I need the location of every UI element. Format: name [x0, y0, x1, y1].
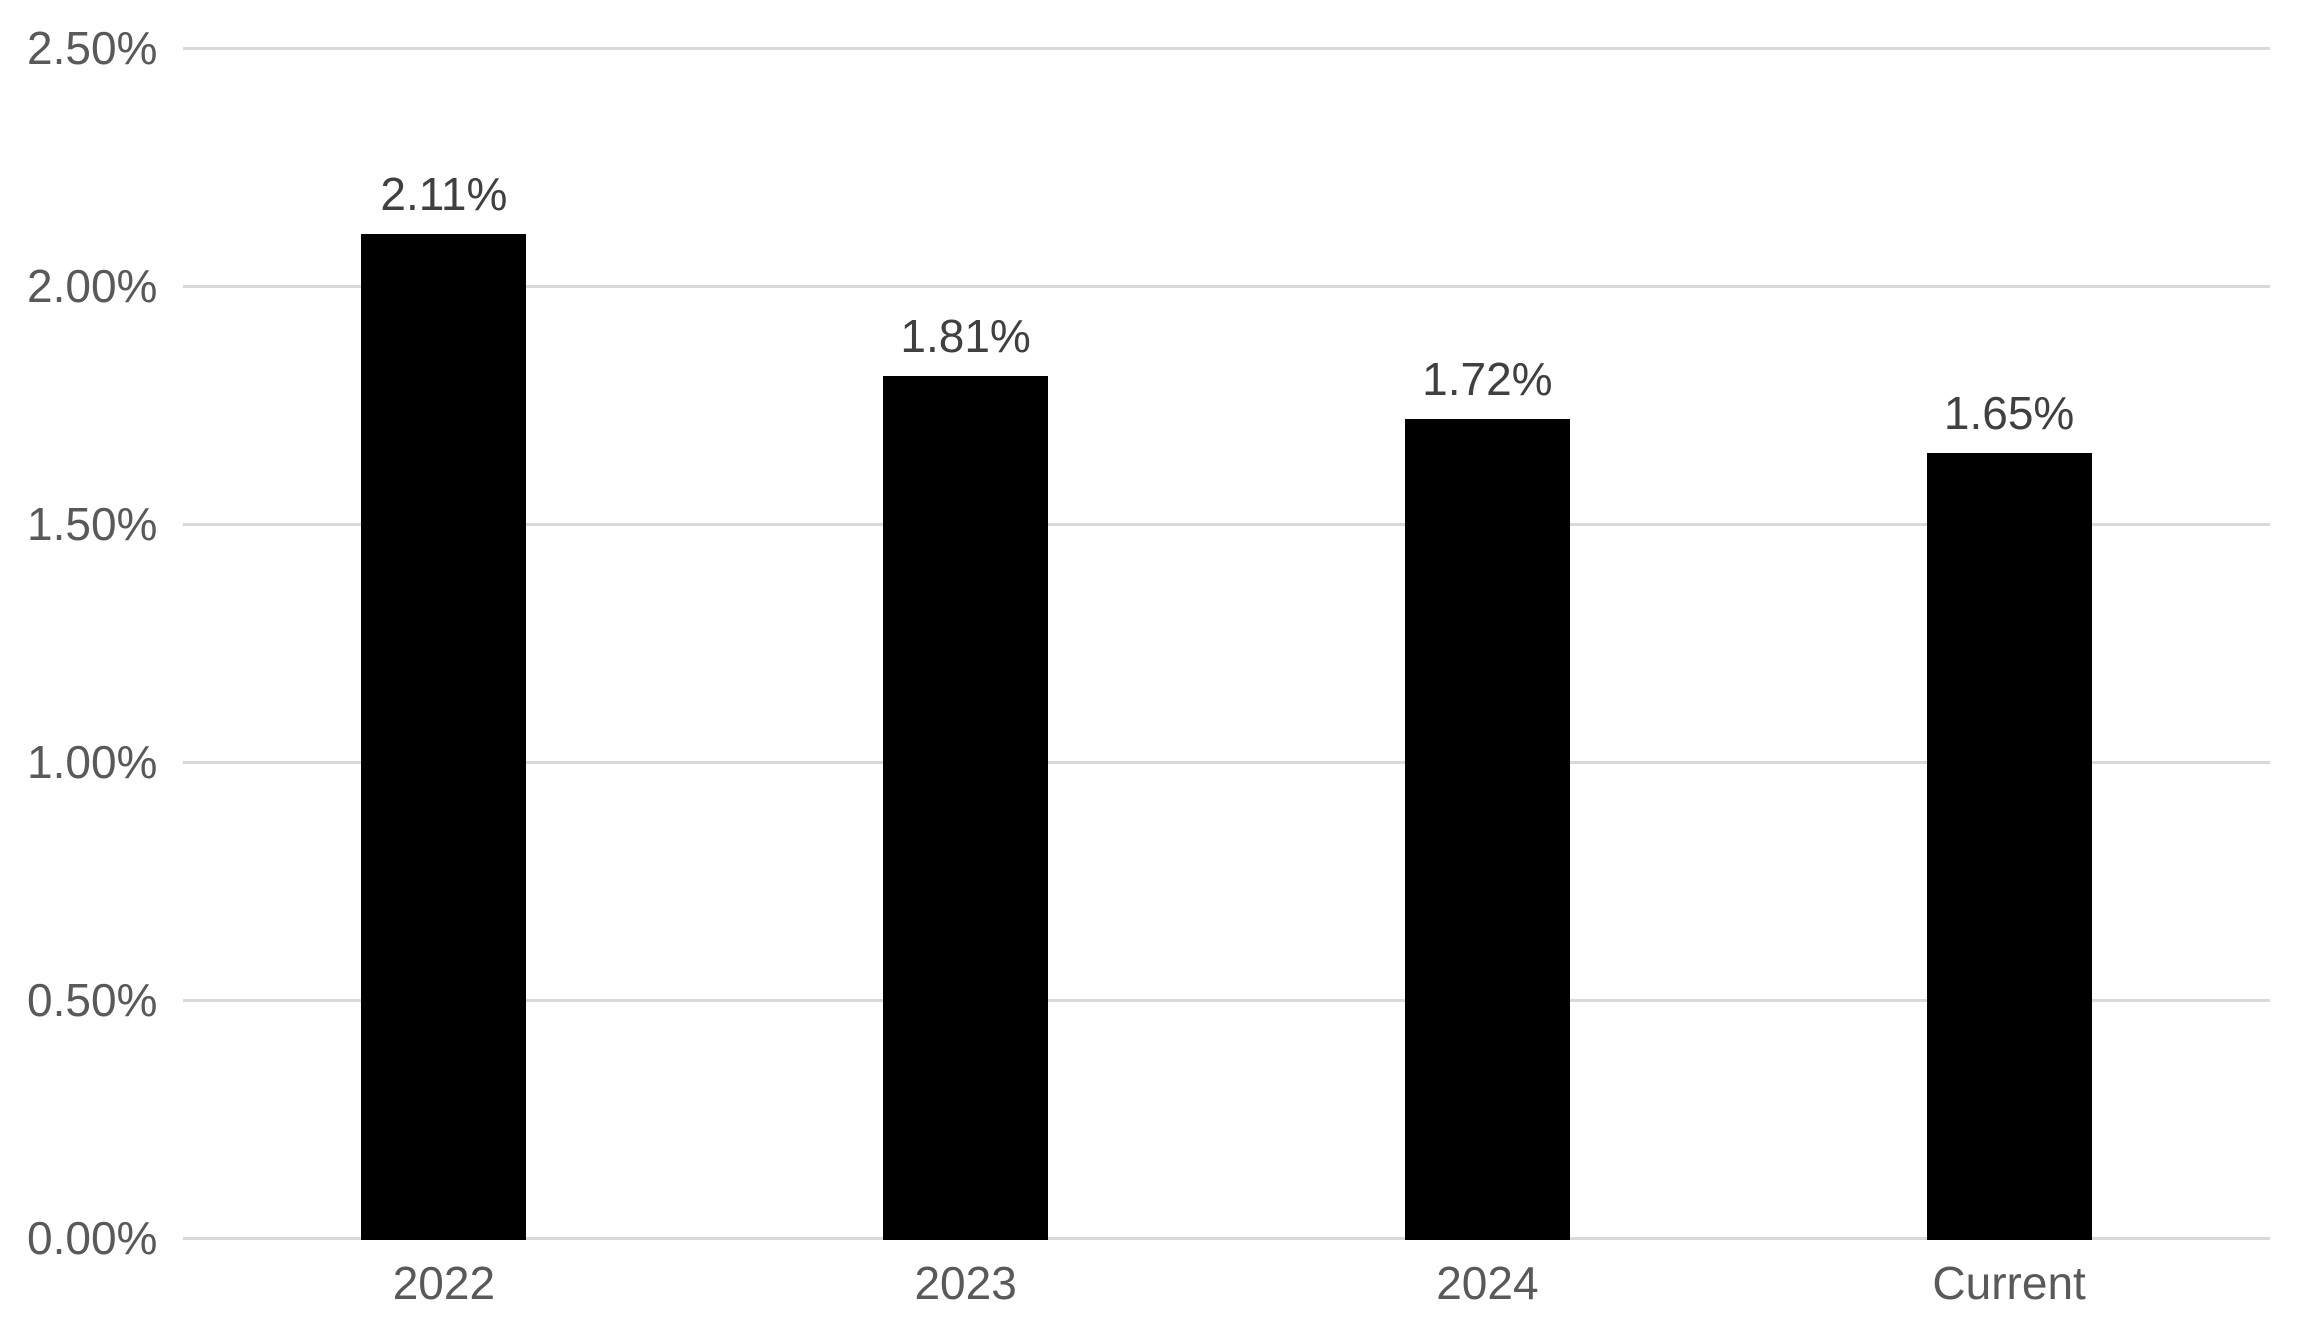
x-axis-tick-label: 2022 — [392, 1257, 496, 1309]
y-axis-tick-label: 2.50% — [27, 22, 158, 74]
gridline — [183, 1236, 2270, 1240]
bar — [883, 376, 1049, 1240]
bar-value-label: 1.72% — [1422, 353, 1553, 406]
y-axis-tick-label: 1.50% — [27, 498, 158, 550]
y-axis-tick-label: 1.00% — [27, 736, 158, 788]
y-axis-tick-label: 0.00% — [27, 1212, 158, 1264]
gridline — [183, 998, 2270, 1002]
x-axis-tick-label: 2024 — [1436, 1257, 1539, 1309]
bar — [361, 233, 527, 1240]
bar — [1926, 452, 2092, 1240]
bar-value-label: 2.11% — [380, 167, 508, 220]
gridline — [183, 522, 2270, 526]
y-axis-tick-label: 2.00% — [27, 260, 158, 312]
gridline — [183, 760, 2270, 764]
y-axis-tick-label: 0.50% — [27, 974, 158, 1026]
bar-value-label: 1.81% — [900, 310, 1031, 363]
bar-value-label: 1.65% — [1943, 386, 2075, 439]
gridline — [183, 284, 2270, 288]
gridline — [183, 46, 2270, 50]
x-axis-tick-label: Current — [1932, 1257, 2086, 1309]
x-axis-tick-label: 2023 — [914, 1257, 1017, 1309]
bar — [1404, 419, 1570, 1240]
